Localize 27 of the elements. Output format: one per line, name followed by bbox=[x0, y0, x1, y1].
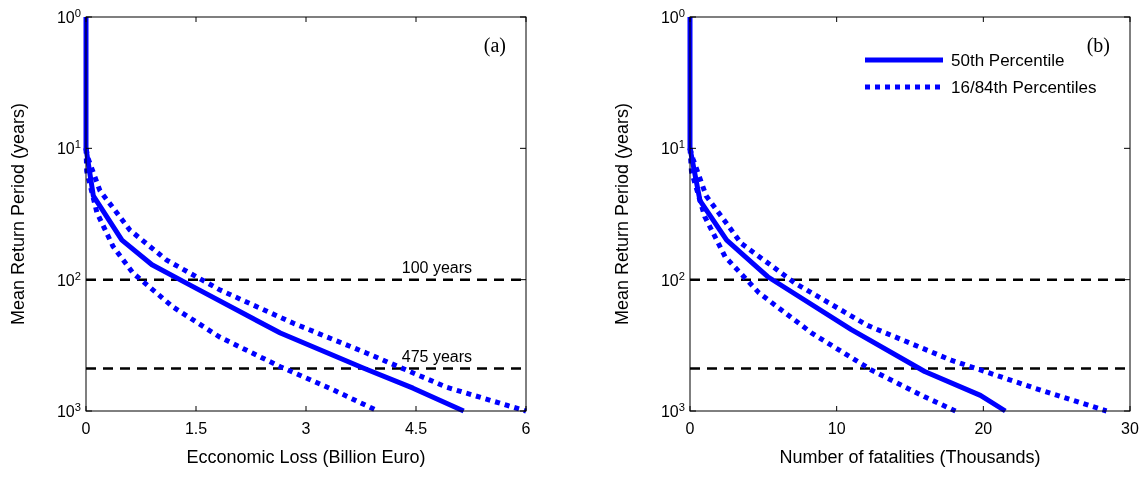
ref-line-label: 100 years bbox=[401, 258, 472, 276]
y-tick-label: 10$^{0}$ bbox=[660, 7, 685, 26]
y-tick-label: 10$^{2}$ bbox=[56, 269, 81, 289]
y-axis-title: Mean Return Period (years) bbox=[8, 102, 28, 326]
x-tick-label: 4.5 bbox=[404, 420, 428, 437]
legend-label: 16/84th Percentiles bbox=[951, 78, 1097, 97]
y-tick-label: 10$^{3}$ bbox=[56, 401, 81, 420]
y-tick-label: 10$^{3}$ bbox=[660, 401, 685, 420]
y-axis-title: Mean Return Period (years) bbox=[612, 102, 632, 326]
x-tick-label: 6 bbox=[521, 420, 531, 437]
x-tick-label: 3 bbox=[301, 420, 311, 437]
y-tick-label: 10$^{1}$ bbox=[660, 138, 685, 158]
annotation: (b) bbox=[1086, 34, 1110, 57]
x-tick-label: 0 bbox=[685, 420, 695, 437]
x-tick-label: 20 bbox=[974, 420, 993, 437]
x-axis-title: Number of fatalities (Thousands) bbox=[779, 447, 1041, 467]
x-tick-label: 1.5 bbox=[184, 420, 208, 437]
x-tick-label: 30 bbox=[1121, 420, 1139, 437]
x-axis-title: Ecconomic Loss (Billion Euro) bbox=[186, 447, 426, 467]
ref-line-label: 475 years bbox=[401, 347, 472, 365]
y-tick-label: 10$^{2}$ bbox=[660, 269, 685, 289]
x-tick-label: 10 bbox=[827, 420, 846, 437]
y-tick-label: 10$^{1}$ bbox=[56, 138, 81, 158]
y-tick-label: 10$^{0}$ bbox=[56, 7, 81, 26]
x-tick-label: 0 bbox=[81, 420, 91, 437]
legend-label: 50th Percentile bbox=[951, 51, 1065, 70]
annotation: (a) bbox=[483, 34, 506, 57]
